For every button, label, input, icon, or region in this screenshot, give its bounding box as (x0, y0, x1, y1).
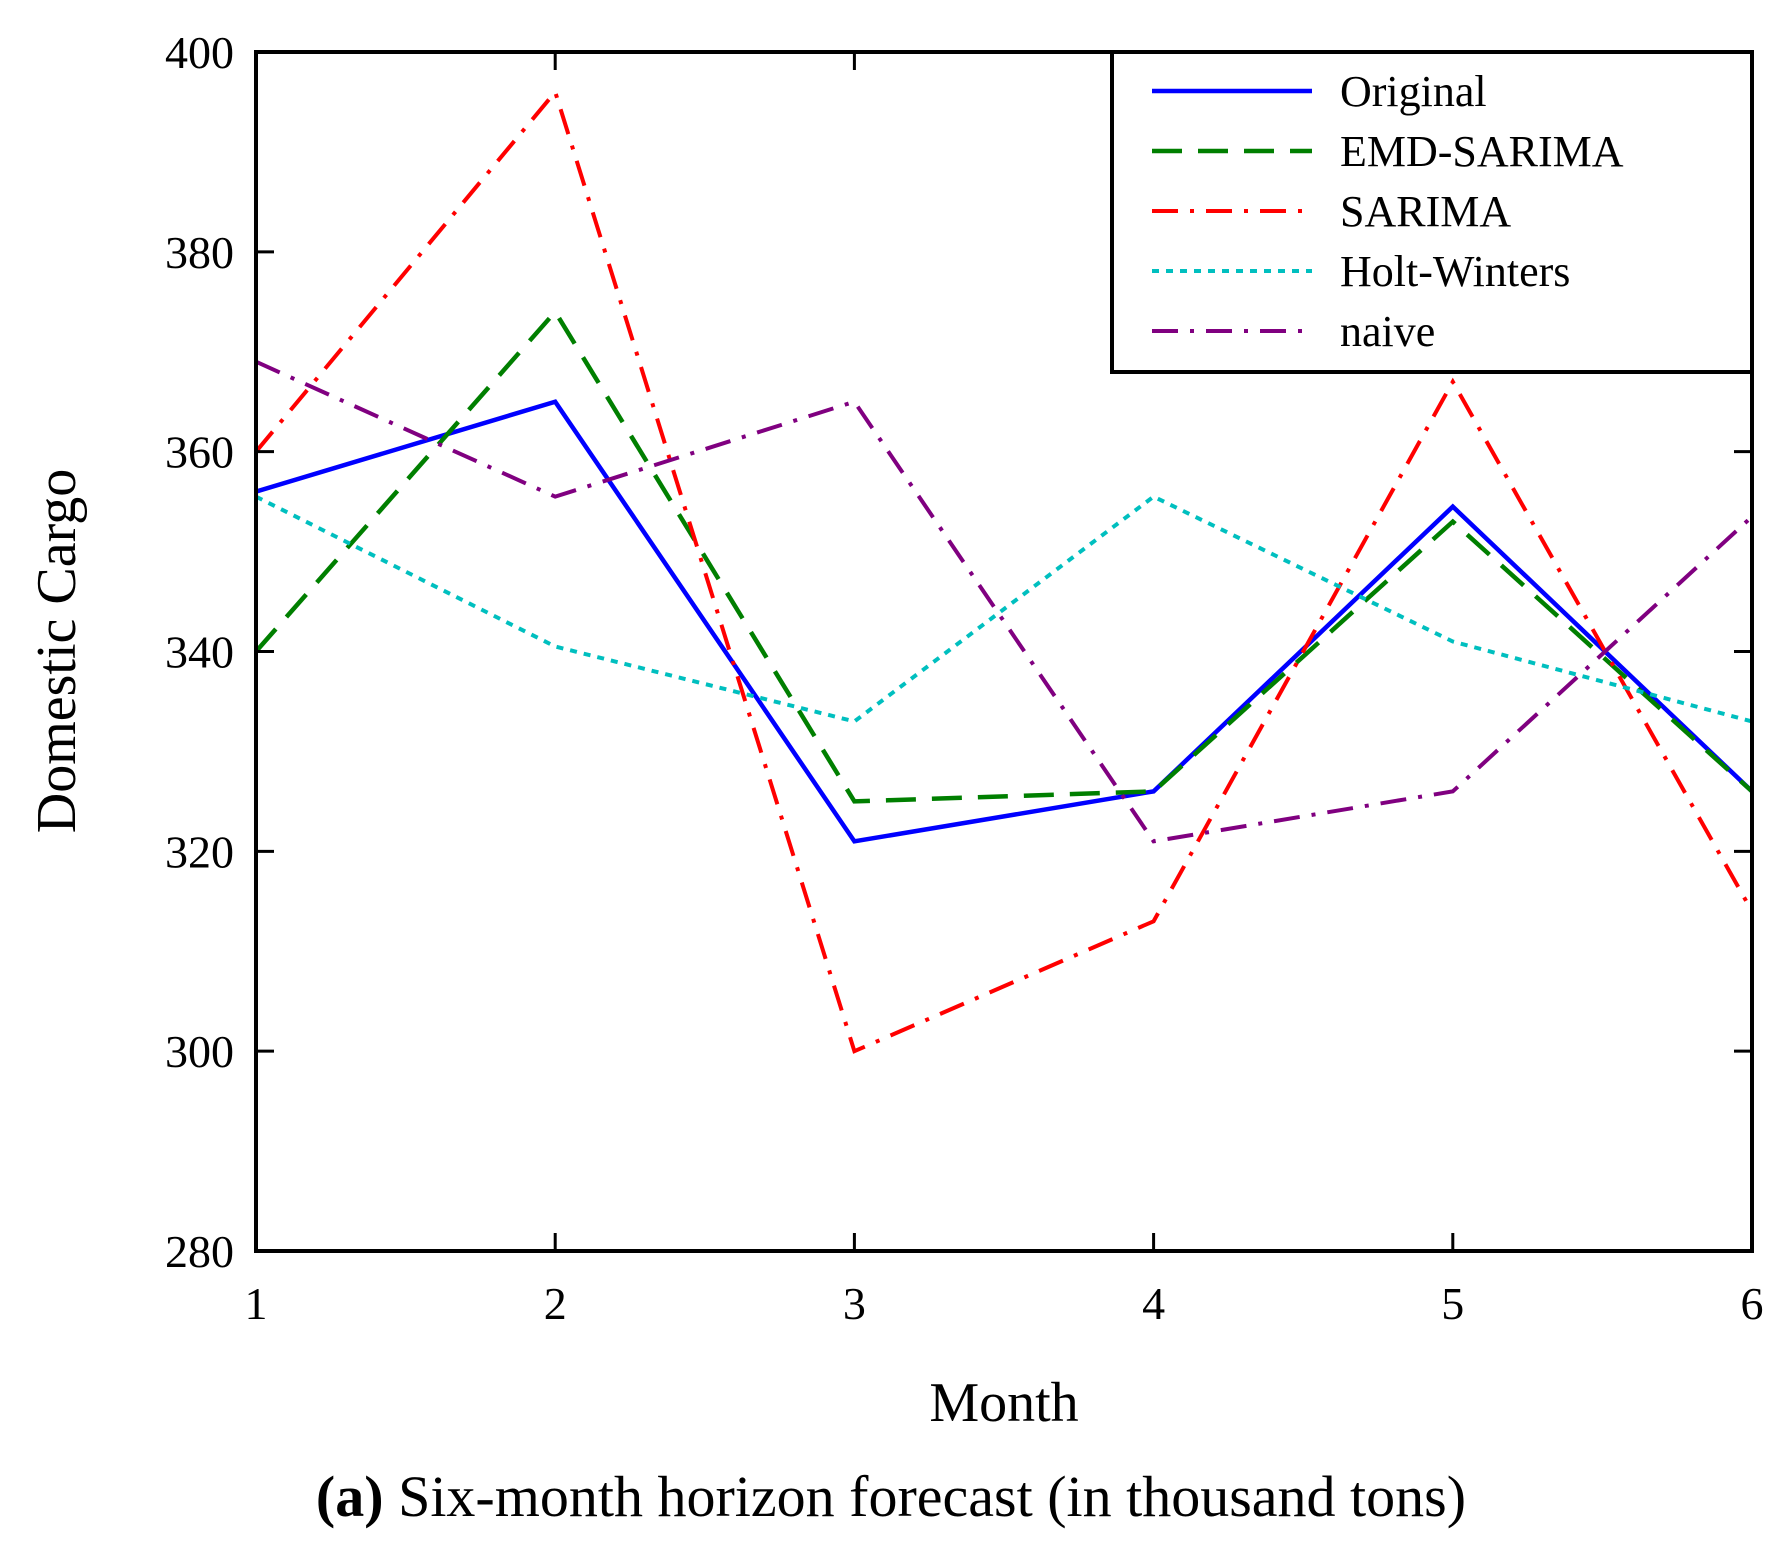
x-tick-label: 1 (245, 1278, 268, 1329)
series-line-emd-sarima (256, 308, 1752, 804)
caption-label: (a) (315, 1464, 384, 1529)
series-line-original (256, 399, 1752, 844)
series-line-holt-winters (256, 494, 1752, 724)
legend-label-sarima: SARIMA (1340, 187, 1511, 236)
x-axis-label: Month (929, 1372, 1078, 1434)
tick-layer: 1 2 3 4 5 6 280 300 320 340 360 380 400 (165, 27, 1764, 1329)
legend: Original EMD-SARIMA SARIMA Holt-Winters naiv… (1110, 50, 1754, 374)
y-tick-label: 300 (165, 1026, 234, 1077)
x-tick-label: 6 (1741, 1278, 1764, 1329)
legend-label-original: Original (1340, 67, 1487, 116)
y-tick-label: 340 (165, 627, 234, 678)
y-tick-label: 360 (165, 427, 234, 478)
x-tick-label: 5 (1441, 1278, 1464, 1329)
x-tick-label: 2 (544, 1278, 567, 1329)
series-line-sarima (256, 87, 1752, 1054)
y-axis-label: Domestic Cargo (26, 469, 88, 833)
y-tick-label: 380 (165, 227, 234, 278)
figure-caption: (a) Six-month horizon forecast (in thous… (0, 1468, 1782, 1526)
x-tick-label: 4 (1142, 1278, 1165, 1329)
legend-label-holt-winters: Holt-Winters (1340, 247, 1570, 296)
y-tick-label: 400 (165, 27, 234, 78)
caption-text: Six-month horizon forecast (in thousand … (383, 1464, 1467, 1529)
y-tick-label: 320 (165, 826, 234, 877)
legend-label-emd-sarima: EMD-SARIMA (1340, 127, 1624, 176)
series-line-naive (256, 359, 1752, 844)
series-layer (256, 87, 1752, 1054)
x-tick-label: 3 (843, 1278, 866, 1329)
legend-label-naive: naive (1340, 307, 1435, 356)
y-tick-label: 280 (165, 1226, 234, 1277)
